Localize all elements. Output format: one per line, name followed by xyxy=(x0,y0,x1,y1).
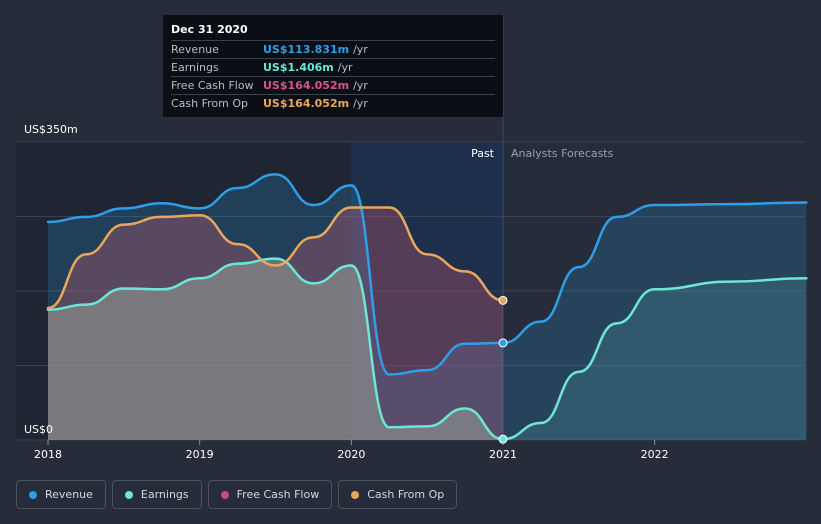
point-revenue xyxy=(498,338,508,348)
legend-item-revenue[interactable]: Revenue xyxy=(16,480,106,509)
tooltip-row-cash-from-op: Cash From Op US$164.052m /yr xyxy=(171,94,495,112)
legend-dot-icon xyxy=(29,490,37,499)
y-axis-top-label: US$350m xyxy=(24,123,78,136)
tooltip-unit: /yr xyxy=(337,61,353,74)
tooltip: Dec 31 2020 Revenue US$113.831m /yr Earn… xyxy=(163,15,503,117)
point-earnings xyxy=(498,434,508,444)
tooltip-unit: /yr xyxy=(353,43,368,56)
series-line-revenue xyxy=(46,173,808,376)
tooltip-title: Dec 31 2020 xyxy=(171,23,248,36)
past-label: Past xyxy=(471,147,495,160)
x-tick-label: 2021 xyxy=(489,448,517,461)
legend-label: Free Cash Flow xyxy=(236,488,320,501)
tooltip-value: US$164.052m xyxy=(263,79,350,92)
x-tick-label: 2019 xyxy=(186,448,214,461)
tooltip-row-revenue: Revenue US$113.831m /yr xyxy=(171,40,495,58)
tooltip-unit: /yr xyxy=(353,79,368,92)
legend-label: Cash From Op xyxy=(367,488,445,501)
series-line-earnings xyxy=(46,257,808,441)
forecast-label: Analysts Forecasts xyxy=(511,147,614,160)
legend-label: Revenue xyxy=(45,488,93,501)
point-cash-from-op xyxy=(498,295,508,305)
legend-item-earnings[interactable]: Earnings xyxy=(111,480,202,509)
legend: Revenue Earnings Free Cash Flow Cash Fro… xyxy=(16,480,458,509)
legend-label: Earnings xyxy=(140,488,189,501)
tooltip-unit: /yr xyxy=(353,97,368,110)
tooltip-label: Cash From Op xyxy=(171,97,249,110)
series-line-cash-from-op xyxy=(46,206,505,310)
tooltip-row-free-cash-flow: Free Cash Flow US$164.052m /yr xyxy=(171,76,495,94)
area-earnings-forecast xyxy=(503,278,807,440)
area-earnings-past xyxy=(48,258,503,440)
x-tick-label: 2018 xyxy=(34,448,62,461)
tooltip-row-earnings: Earnings US$1.406m /yr xyxy=(171,58,495,76)
tooltip-label: Revenue xyxy=(171,43,219,56)
y-axis-bottom-label: US$0 xyxy=(24,423,53,436)
tooltip-label: Free Cash Flow xyxy=(171,79,254,92)
legend-item-free-cash-flow[interactable]: Free Cash Flow xyxy=(207,480,333,509)
legend-dot-icon xyxy=(220,490,229,499)
legend-item-cash-from-op[interactable]: Cash From Op xyxy=(338,480,458,509)
legend-dot-icon xyxy=(351,490,360,499)
x-tick-label: 2022 xyxy=(641,448,669,461)
tooltip-value: US$1.406m xyxy=(263,61,334,74)
tooltip-label: Earnings xyxy=(171,61,219,74)
x-tick-label: 2020 xyxy=(337,448,365,461)
area-revenue-forecast xyxy=(503,202,807,440)
legend-dot-icon xyxy=(124,490,133,499)
tooltip-value: US$113.831m xyxy=(263,43,350,56)
tooltip-value: US$164.052m xyxy=(263,97,350,110)
